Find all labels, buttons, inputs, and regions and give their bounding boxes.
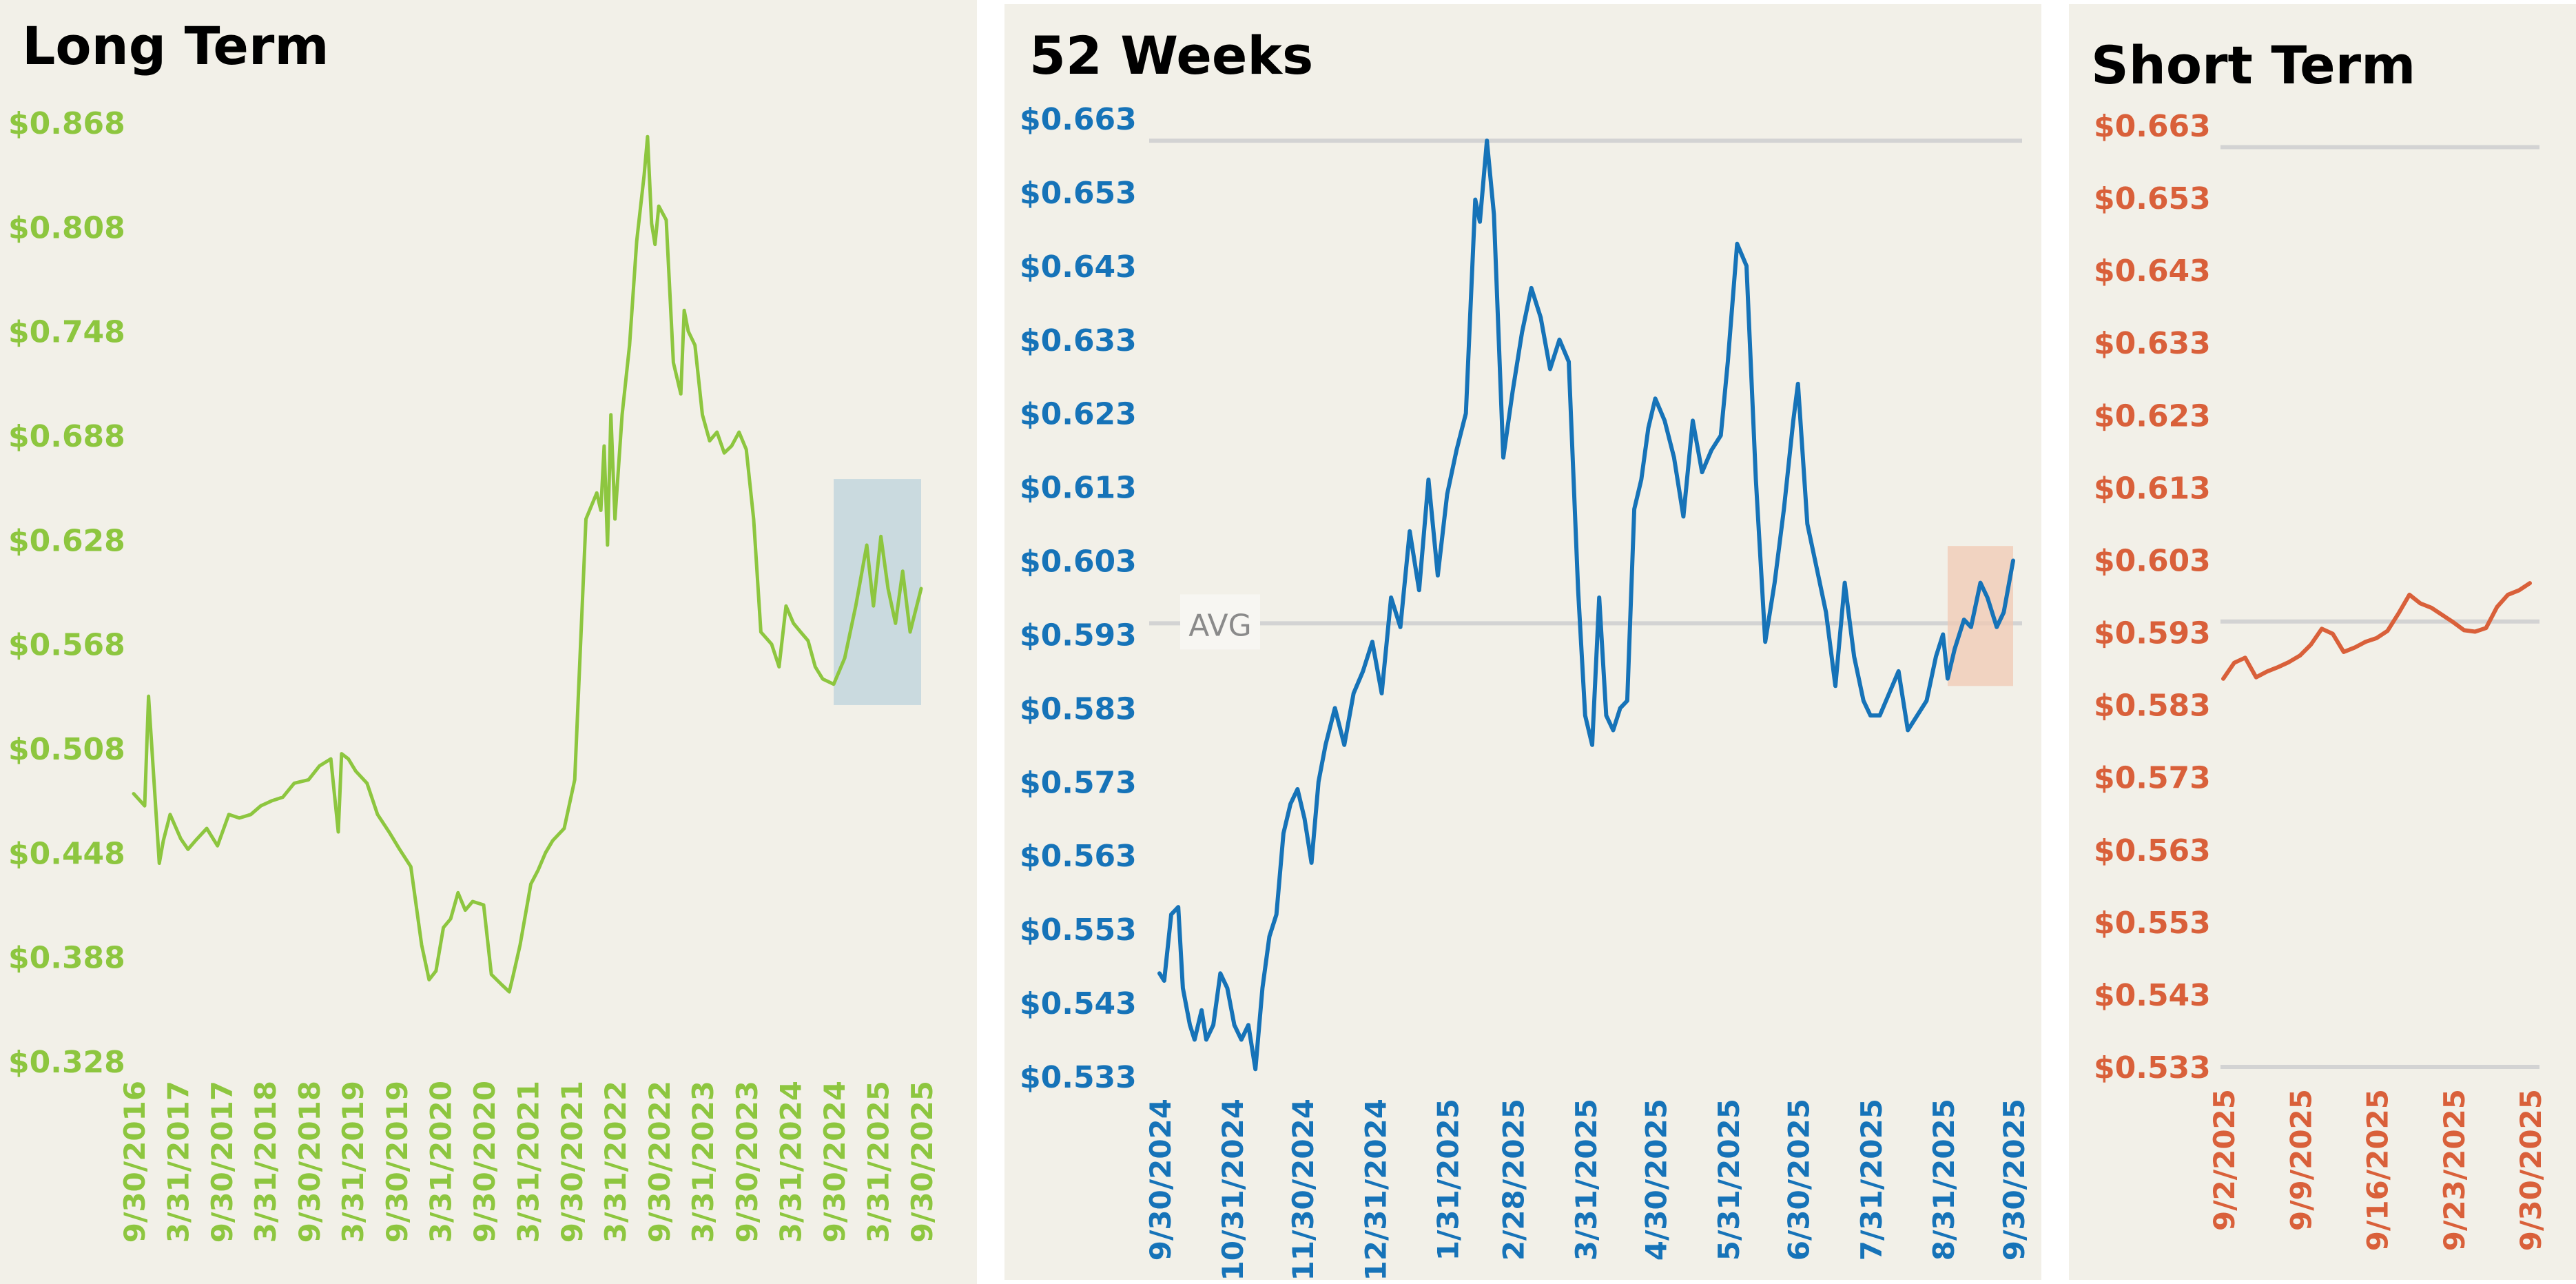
long-term-y-tick-label: $0.808 (8, 210, 125, 245)
weeks52-x-tick-label: 1/31/2025 (1432, 1099, 1465, 1261)
weeks52-y-tick-label: $0.573 (1020, 765, 1137, 800)
weeks52-y-tick-label: $0.563 (1020, 839, 1137, 874)
weeks52-y-tick-label: $0.653 (1020, 176, 1137, 211)
long-term-x-tick-label: 3/31/2025 (861, 1081, 895, 1243)
short-term-y-tick-label: $0.553 (2094, 906, 2211, 941)
long-term-y-tick-label: $0.328 (8, 1045, 125, 1080)
long-term-x-tick-label: 9/30/2020 (468, 1081, 502, 1243)
long-term-y-tick-label: $0.628 (8, 523, 125, 558)
weeks52-x-tick-label: 11/30/2024 (1286, 1099, 1320, 1280)
weeks52-y-tick-label: $0.613 (1020, 471, 1137, 506)
long-term-highlight-box (834, 479, 921, 705)
52-weeks-panel: 52 Weeks AVG $0.663 $0.653 $0.643 $0.633 $0.6… (1004, 4, 2041, 1280)
weeks52-y-tick-label: $0.533 (1020, 1060, 1137, 1095)
long-term-panel: Long Term $0.868 $0.808 $0.748 $0.688 $0.628… (0, 0, 977, 1284)
short-term-y-tick-label: $0.633 (2094, 326, 2211, 361)
short-term-y-tick-label: $0.573 (2094, 761, 2211, 796)
long-term-x-tick-label: 9/30/2023 (730, 1081, 764, 1243)
short-term-y-tick-label: $0.653 (2094, 181, 2211, 216)
weeks52-y-tick-label: $0.633 (1020, 323, 1137, 358)
long-term-title: Long Term (22, 15, 329, 77)
weeks52-y-tick-label: $0.643 (1020, 249, 1137, 285)
short-term-chart: $0.663 $0.653 $0.643 $0.633 $0.623 $0.613 $0.6… (2094, 109, 2548, 1251)
weeks52-y-tick-label: $0.593 (1020, 618, 1137, 653)
weeks52-y-tick-label: $0.583 (1020, 691, 1137, 726)
weeks52-x-tick-label: 9/30/2025 (1997, 1099, 2031, 1261)
long-term-x-tick-label: 3/31/2024 (774, 1081, 807, 1243)
short-term-y-tick-label: $0.583 (2094, 689, 2211, 724)
long-term-y-tick-label: $0.688 (8, 419, 125, 454)
long-term-chart: $0.868 $0.808 $0.748 $0.688 $0.628 $0.568 $0.5… (8, 106, 939, 1243)
weeks52-x-tick-label: 6/30/2025 (1782, 1099, 1816, 1261)
long-term-x-tick-label: 3/31/2023 (686, 1081, 720, 1243)
short-term-y-tick-label: $0.613 (2094, 471, 2211, 506)
long-term-y-tick-label: $0.748 (8, 315, 125, 350)
long-term-y-tick-label: $0.448 (8, 836, 125, 871)
weeks52-avg-label-bg (1180, 594, 1260, 650)
weeks52-x-tick-label: 9/30/2024 (1144, 1099, 1177, 1261)
long-term-x-tick-label: 9/30/2022 (643, 1081, 677, 1243)
long-term-x-tick-label: 3/31/2020 (424, 1081, 457, 1243)
weeks52-y-tick-label: $0.553 (1020, 913, 1137, 948)
short-term-y-tick-label: $0.533 (2094, 1050, 2211, 1086)
long-term-x-tick-label: 3/31/2019 (336, 1081, 370, 1243)
long-term-y-tick-label: $0.388 (8, 941, 125, 976)
long-term-y-tick-label: $0.868 (8, 106, 125, 141)
short-term-y-tick-label: $0.643 (2094, 254, 2211, 289)
short-term-x-tick-label: 9/30/2025 (2514, 1089, 2548, 1251)
weeks52-x-tick-label: 3/31/2025 (1569, 1099, 1603, 1261)
long-term-y-tick-label: $0.508 (8, 732, 125, 767)
long-term-x-tick-label: 3/31/2021 (511, 1081, 545, 1243)
weeks52-x-tick-label: 4/30/2025 (1640, 1099, 1673, 1261)
short-term-title: Short Term (2091, 34, 2416, 96)
short-term-panel: Short Term $0.663 $0.653 $0.643 $0.633 $0.62… (2069, 4, 2576, 1280)
long-term-x-tick-label: 9/30/2019 (380, 1081, 414, 1243)
long-term-series-line (132, 134, 923, 994)
weeks52-x-tick-label: 2/28/2025 (1497, 1099, 1531, 1261)
short-term-x-tick-label: 9/2/2025 (2207, 1089, 2241, 1231)
52-weeks-chart: AVG $0.663 $0.653 $0.643 $0.633 $0.623 $0.613 $… (1020, 102, 2031, 1280)
weeks52-y-tick-label: $0.623 (1020, 397, 1137, 432)
weeks52-y-tick-label: $0.543 (1020, 986, 1137, 1021)
short-term-y-tick-label: $0.623 (2094, 398, 2211, 434)
short-term-series-line (2221, 581, 2532, 681)
short-term-x-tick-label: 9/23/2025 (2438, 1089, 2471, 1251)
weeks52-x-tick-label: 7/31/2025 (1855, 1099, 1888, 1261)
long-term-x-tick-label: 9/30/2017 (205, 1081, 239, 1243)
weeks52-x-tick-label: 12/31/2024 (1359, 1099, 1392, 1280)
short-term-y-tick-label: $0.593 (2094, 616, 2211, 651)
weeks52-y-tick-label: $0.663 (1020, 102, 1137, 137)
short-term-y-tick-label: $0.663 (2094, 109, 2211, 144)
weeks52-y-tick-label: $0.603 (1020, 544, 1137, 580)
52-weeks-title: 52 Weeks (1029, 25, 1314, 86)
short-term-y-tick-label: $0.563 (2094, 833, 2211, 868)
long-term-x-tick-label: 3/31/2022 (599, 1081, 632, 1243)
short-term-x-tick-label: 9/9/2025 (2284, 1089, 2318, 1231)
long-term-x-tick-label: 9/30/2018 (293, 1081, 327, 1243)
weeks52-x-tick-label: 8/31/2025 (1927, 1099, 1961, 1261)
short-term-y-tick-label: $0.603 (2094, 543, 2211, 578)
long-term-x-tick-label: 9/30/2025 (905, 1081, 939, 1243)
long-term-y-tick-label: $0.568 (8, 628, 125, 663)
long-term-x-tick-label: 9/30/2021 (555, 1081, 589, 1243)
weeks52-avg-label: AVG (1188, 608, 1251, 643)
long-term-x-tick-label: 3/31/2017 (161, 1081, 195, 1243)
long-term-x-tick-label: 9/30/2016 (118, 1081, 152, 1243)
long-term-x-tick-label: 9/30/2024 (818, 1081, 852, 1243)
short-term-x-tick-label: 9/16/2025 (2361, 1089, 2395, 1251)
weeks52-x-tick-label: 5/31/2025 (1712, 1099, 1746, 1261)
weeks52-series-line (1157, 139, 2015, 1072)
weeks52-x-tick-label: 10/31/2024 (1216, 1099, 1250, 1280)
short-term-y-tick-label: $0.543 (2094, 978, 2211, 1013)
long-term-x-tick-label: 3/31/2018 (249, 1081, 282, 1243)
